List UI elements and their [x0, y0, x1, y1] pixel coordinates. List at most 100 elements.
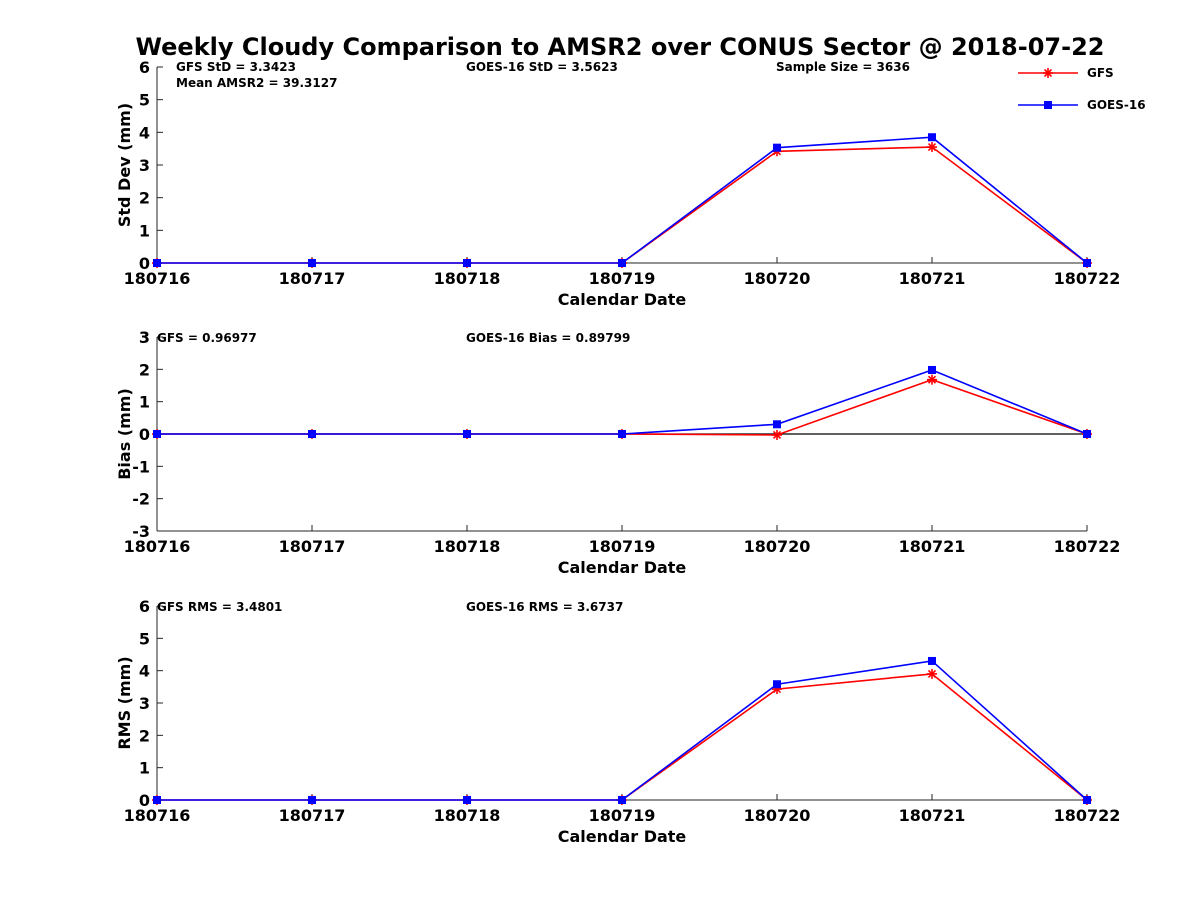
data-point-goes-16	[463, 259, 471, 267]
panels: 0 1 2 3 4 5 6 180716 180717 180718 180719 180720 180…	[115, 58, 1120, 846]
data-point-goes-16	[153, 796, 161, 804]
stat-annotation: GFS = 0.96977	[157, 331, 257, 345]
data-point-goes-16	[1083, 796, 1091, 804]
series-line-goes-16	[157, 660, 1088, 801]
x-tick-label: 180717	[279, 269, 346, 288]
y-tick-label: -3	[132, 522, 150, 541]
legend-entry-goes-16: GOES-16	[1018, 98, 1146, 112]
x-tick-label: 180717	[279, 806, 346, 825]
x-tick-label: 180719	[589, 269, 656, 288]
legend-marker	[1044, 101, 1052, 109]
series-line-gfs	[157, 146, 1088, 264]
data-point-goes-16	[1083, 430, 1091, 438]
x-tick-label: 180719	[589, 537, 656, 556]
subplot-3: 0 1 2 3 4 5 6 180716 180717 180718 180719 180720 180…	[115, 597, 1120, 846]
y-tick-label: 5	[139, 91, 150, 110]
data-point-goes-16	[153, 259, 161, 267]
data-point-gfs	[927, 142, 937, 153]
x-tick-label: 180717	[279, 537, 346, 556]
x-tick-label: 180721	[899, 537, 966, 556]
stat-annotation: GFS RMS = 3.4801	[157, 600, 282, 614]
subplot-1: 0 1 2 3 4 5 6 180716 180717 180718 180719 180720 180…	[115, 58, 1120, 309]
y-tick-label: 5	[139, 629, 150, 648]
x-tick-label: 180722	[1054, 806, 1121, 825]
stat-annotation: GOES-16 StD = 3.5623	[466, 60, 618, 74]
x-axis-label: Calendar Date	[558, 290, 687, 309]
x-tick-label: 180718	[434, 806, 501, 825]
data-point-goes-16	[928, 133, 936, 142]
legend-entry-gfs: GFS	[1018, 66, 1114, 80]
x-tick-label: 180721	[899, 269, 966, 288]
series-line-goes-16	[157, 136, 1088, 264]
y-tick-label: 4	[139, 123, 150, 142]
y-tick-label: 2	[139, 189, 150, 208]
data-point-gfs	[927, 374, 937, 385]
series-line-gfs	[157, 378, 1088, 436]
y-tick-label: 1	[139, 393, 150, 412]
y-tick-label: 6	[139, 597, 150, 616]
y-tick-label: -2	[132, 490, 150, 509]
data-point-goes-16	[618, 796, 626, 804]
y-tick-label: 4	[139, 662, 150, 681]
x-axis-label: Calendar Date	[558, 827, 687, 846]
series-line-gfs	[157, 673, 1088, 801]
y-tick-label: 1	[139, 221, 150, 240]
x-tick-label: 180719	[589, 806, 656, 825]
y-axis-label: RMS (mm)	[115, 656, 134, 749]
data-point-goes-16	[153, 430, 161, 438]
stat-annotation: GOES-16 RMS = 3.6737	[466, 600, 623, 614]
y-axis-label: Std Dev (mm)	[115, 103, 134, 227]
x-tick-label: 180716	[124, 269, 191, 288]
figure-title: Weekly Cloudy Comparison to AMSR2 over C…	[136, 33, 1105, 61]
data-point-goes-16	[928, 365, 936, 374]
legend-label: GOES-16	[1087, 98, 1146, 112]
y-tick-label: 3	[139, 328, 150, 347]
stat-annotation: Mean AMSR2 = 39.3127	[176, 76, 337, 90]
y-tick-label: 3	[139, 694, 150, 713]
subplot-2: -3 -2 -1 0 1 2 3 180716 180717 180718 180719 180720…	[115, 328, 1120, 577]
x-tick-label: 180722	[1054, 269, 1121, 288]
x-tick-label: 180720	[744, 537, 811, 556]
y-tick-label: 2	[139, 360, 150, 379]
y-tick-label: 3	[139, 156, 150, 175]
data-point-goes-16	[308, 796, 316, 804]
y-tick-label: 0	[139, 791, 150, 810]
y-tick-label: -1	[132, 457, 150, 476]
stat-annotation: Sample Size = 3636	[776, 60, 910, 74]
x-tick-label: 180722	[1054, 537, 1121, 556]
data-point-goes-16	[463, 430, 471, 438]
data-point-goes-16	[308, 430, 316, 438]
x-tick-label: 180720	[744, 806, 811, 825]
legend: GFS GOES-16	[1018, 66, 1146, 112]
y-tick-label: 0	[139, 254, 150, 273]
y-tick-label: 2	[139, 726, 150, 745]
data-point-gfs	[927, 668, 937, 679]
x-tick-label: 180716	[124, 806, 191, 825]
data-point-goes-16	[928, 656, 936, 665]
stat-annotation: GOES-16 Bias = 0.89799	[466, 331, 630, 345]
stat-annotation: GFS StD = 3.3423	[176, 60, 296, 74]
data-point-goes-16	[773, 680, 781, 689]
data-point-goes-16	[618, 259, 626, 267]
x-tick-label: 180718	[434, 537, 501, 556]
x-axis-label: Calendar Date	[558, 558, 687, 577]
x-tick-label: 180718	[434, 269, 501, 288]
x-tick-label: 180716	[124, 537, 191, 556]
data-point-goes-16	[308, 259, 316, 267]
legend-label: GFS	[1087, 66, 1114, 80]
data-point-gfs	[772, 429, 782, 440]
data-point-goes-16	[618, 430, 626, 438]
data-point-goes-16	[773, 420, 781, 429]
x-tick-label: 180721	[899, 806, 966, 825]
y-tick-label: 0	[139, 425, 150, 444]
data-point-goes-16	[1083, 259, 1091, 267]
data-point-goes-16	[773, 143, 781, 152]
x-tick-label: 180720	[744, 269, 811, 288]
y-tick-label: 6	[139, 58, 150, 77]
series-line-goes-16	[157, 369, 1088, 435]
legend-marker	[1043, 68, 1053, 78]
y-axis-label: Bias (mm)	[115, 388, 134, 480]
data-point-goes-16	[463, 796, 471, 804]
